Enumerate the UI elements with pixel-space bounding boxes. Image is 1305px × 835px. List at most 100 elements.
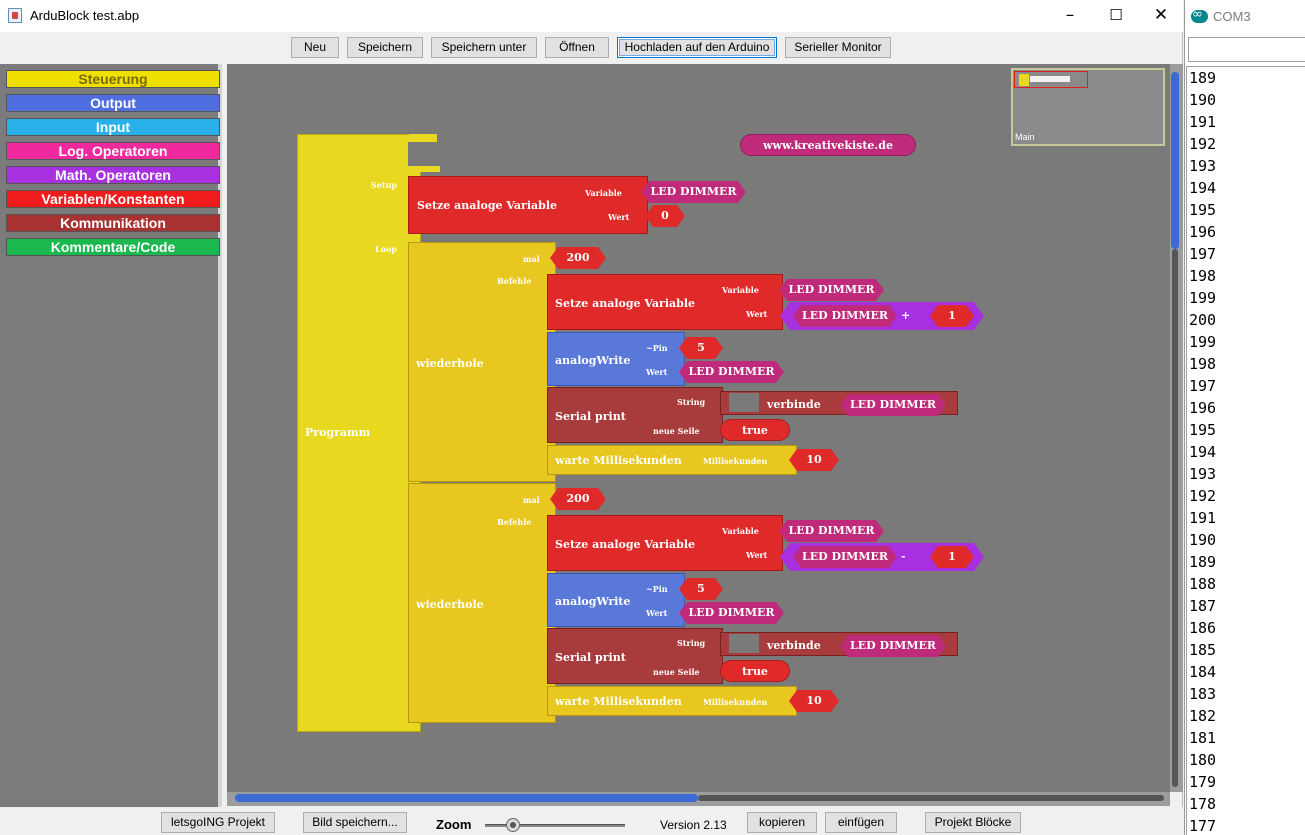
join-empty-slot-2[interactable] <box>729 634 759 653</box>
serial-output[interactable]: 189 190 191 192 193 194 195 196 197 198 199 200 199 1… <box>1186 66 1305 835</box>
serial-line: 200 <box>1189 311 1217 329</box>
serial-monitor-button[interactable]: Serieller Monitor <box>785 37 891 58</box>
analogwrite-block-1[interactable] <box>547 332 685 386</box>
setup-variable-name[interactable]: LED DIMMER <box>641 181 746 203</box>
horizontal-scroll-track[interactable] <box>698 795 1164 801</box>
set-variable-var-2[interactable]: LED DIMMER <box>779 520 884 542</box>
setup-slot <box>408 142 440 172</box>
set-variable-var-1[interactable]: LED DIMMER <box>779 279 884 301</box>
category-variablen[interactable]: Variablen/Konstanten <box>6 190 220 208</box>
repeat-block-2[interactable] <box>408 483 556 723</box>
analogwrite-label-1: analogWrite <box>555 354 631 367</box>
program-block[interactable] <box>297 134 421 732</box>
zoom-slider-track[interactable] <box>485 824 625 827</box>
minimize-button[interactable]: – <box>1065 5 1075 25</box>
setup-set-variable-block[interactable] <box>408 176 648 234</box>
save-as-button[interactable]: Speichern unter <box>431 37 537 58</box>
setup-set-variable-label: Setze analoge Variable <box>417 199 558 212</box>
paste-button[interactable]: einfügen <box>825 812 897 833</box>
category-kommunikation[interactable]: Kommunikation <box>6 214 220 232</box>
subtract-operand-var[interactable]: LED DIMMER <box>793 546 897 568</box>
zoom-slider-knob[interactable] <box>506 818 520 832</box>
wait-ms-2[interactable]: 10 <box>789 690 839 712</box>
set-variable-block-2[interactable] <box>547 515 783 571</box>
upload-button[interactable]: Hochladen auf den Arduino <box>617 37 777 58</box>
repeat-times-2[interactable]: 200 <box>550 488 606 510</box>
arduino-icon <box>1191 7 1208 23</box>
wait-ms-label-1: Millisekunden <box>703 456 768 466</box>
title-bar: ArduBlock test.abp – ☐ ✕ <box>0 0 1183 32</box>
serial-string-label-1: String <box>677 397 706 407</box>
serial-line: 189 <box>1189 553 1217 571</box>
category-output[interactable]: Output <box>6 94 220 112</box>
minimap-program-thumb <box>1019 74 1029 86</box>
analogwrite-val-label-1: Wert <box>646 367 668 377</box>
category-input[interactable]: Input <box>6 118 220 136</box>
maximize-button[interactable]: ☐ <box>1109 6 1123 24</box>
add-operand-num[interactable]: 1 <box>930 305 974 327</box>
add-operand-var[interactable]: LED DIMMER <box>793 305 897 327</box>
project-blocks-button[interactable]: Projekt Blöcke <box>925 812 1021 833</box>
serial-print-block-1[interactable] <box>547 387 723 443</box>
analogwrite-block-2[interactable] <box>547 573 685 627</box>
repeat-label-1: wiederhole <box>416 357 484 370</box>
join-var-2[interactable]: LED DIMMER <box>840 635 946 657</box>
set-variable-label-2: Setze analoge Variable <box>555 538 696 551</box>
serial-line: 196 <box>1189 223 1217 241</box>
block-canvas[interactable]: www.kreativekiste.de Programm Setup Loop… <box>227 64 1170 792</box>
set-variable-val-label-2: Wert <box>746 550 768 560</box>
horizontal-scroll-thumb[interactable] <box>235 794 698 802</box>
setup-value[interactable]: 0 <box>645 205 685 227</box>
project-button[interactable]: letsgoING Projekt <box>161 812 275 833</box>
serial-line: 191 <box>1189 113 1217 131</box>
analogwrite-pin-1[interactable]: 5 <box>679 337 723 359</box>
analogwrite-pin-2[interactable]: 5 <box>679 578 723 600</box>
open-button[interactable]: Öffnen <box>545 37 609 58</box>
url-comment-block[interactable]: www.kreativekiste.de <box>740 134 916 156</box>
vertical-scroll-track[interactable] <box>1172 249 1178 787</box>
repeat-label-2: wiederhole <box>416 598 484 611</box>
serial-print-block-2[interactable] <box>547 628 723 684</box>
window-title: ArduBlock test.abp <box>30 8 140 23</box>
java-app-icon <box>8 8 22 23</box>
repeat-times-label-2: mal <box>523 495 540 505</box>
category-log-operatoren[interactable]: Log. Operatoren <box>6 142 220 160</box>
serial-line: 199 <box>1189 289 1217 307</box>
serial-line: 184 <box>1189 663 1217 681</box>
minimap[interactable]: Main <box>1011 68 1165 146</box>
bottom-bar: letsgoING Projekt Bild speichern... Zoom… <box>0 807 1183 835</box>
analogwrite-val-2[interactable]: LED DIMMER <box>679 602 784 624</box>
vertical-scroll-thumb[interactable] <box>1171 72 1179 249</box>
analogwrite-val-1[interactable]: LED DIMMER <box>679 361 784 383</box>
serial-line: 189 <box>1189 69 1217 87</box>
wait-block-1[interactable] <box>547 445 797 475</box>
wait-ms-1[interactable]: 10 <box>789 449 839 471</box>
serial-send-input[interactable] <box>1188 37 1305 62</box>
wait-block-2[interactable] <box>547 686 797 716</box>
repeat-times-1[interactable]: 200 <box>550 247 606 269</box>
serial-line: 192 <box>1189 487 1217 505</box>
serial-string-label-2: String <box>677 638 706 648</box>
save-image-button[interactable]: Bild speichern... <box>303 812 407 833</box>
category-steuerung[interactable]: Steuerung <box>6 70 220 88</box>
save-button[interactable]: Speichern <box>347 37 423 58</box>
minimap-viewport[interactable] <box>1014 71 1088 88</box>
copy-button[interactable]: kopieren <box>747 812 817 833</box>
subtract-operand-num[interactable]: 1 <box>930 546 974 568</box>
serial-line: 195 <box>1189 201 1217 219</box>
close-button[interactable]: ✕ <box>1153 5 1169 25</box>
serial-newline-value-1[interactable]: true <box>720 419 790 441</box>
serial-line: 192 <box>1189 135 1217 153</box>
category-kommentare[interactable]: Kommentare/Code <box>6 238 220 256</box>
join-var-1[interactable]: LED DIMMER <box>840 394 946 416</box>
serial-line: 197 <box>1189 377 1217 395</box>
set-variable-block-1[interactable] <box>547 274 783 330</box>
serial-newline-value-2[interactable]: true <box>720 660 790 682</box>
block-palette: Steuerung Output Input Log. Operatoren M… <box>0 64 222 807</box>
serial-line: 185 <box>1189 641 1217 659</box>
category-math-operatoren[interactable]: Math. Operatoren <box>6 166 220 184</box>
serial-line: 195 <box>1189 421 1217 439</box>
serial-title-bar: COM3 <box>1185 0 1305 32</box>
join-empty-slot-1[interactable] <box>729 393 759 412</box>
new-button[interactable]: Neu <box>291 37 339 58</box>
